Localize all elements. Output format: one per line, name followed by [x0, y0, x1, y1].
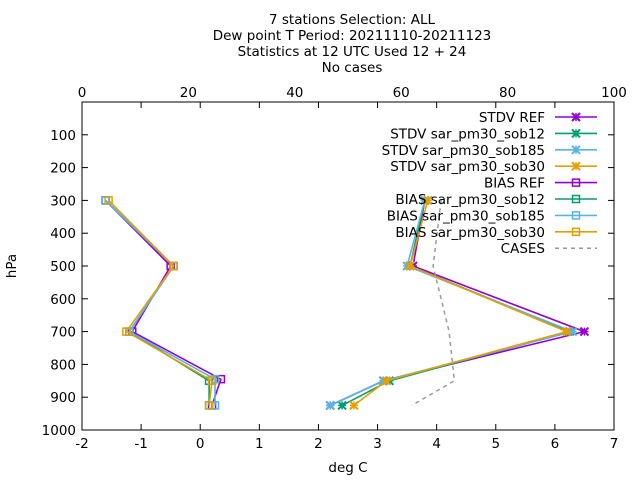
- data-point: [325, 400, 335, 411]
- data-point: [169, 261, 178, 271]
- series-layer: [101, 195, 590, 411]
- series-3: [349, 195, 572, 411]
- left-axis-ticks: 100 200 300 400 500 600 700 800 900 1000: [42, 128, 614, 439]
- chart-title-line-4: No cases: [322, 60, 383, 76]
- legend-label: BIAS sar_pm30_sob30: [395, 225, 545, 241]
- legend-label: CASES: [501, 241, 545, 257]
- x-tick-label: 4: [432, 436, 441, 452]
- y-tick-label: 400: [50, 226, 76, 242]
- plot-frame: [81, 101, 615, 431]
- y-tick-label: 300: [50, 193, 76, 209]
- data-point: [104, 196, 113, 205]
- x2-tick-label: 20: [180, 85, 197, 101]
- data-point: [423, 195, 433, 206]
- series-7: [104, 196, 217, 410]
- data-point: [122, 327, 131, 336]
- legend-marker: [571, 128, 581, 139]
- x2-tick-label: 0: [78, 85, 87, 101]
- legend-marker: [571, 112, 581, 122]
- data-point: [349, 400, 359, 411]
- y-tick-label: 200: [50, 161, 76, 177]
- data-point: [216, 374, 226, 384]
- x2-tick-label: 40: [286, 85, 303, 101]
- y-tick-label: 100: [50, 128, 76, 144]
- x-tick-label: 5: [491, 436, 500, 452]
- data-point: [381, 376, 392, 386]
- x-tick-label: 7: [610, 436, 619, 452]
- data-point: [405, 261, 415, 271]
- legend-marker: [571, 194, 581, 204]
- legend-label: STDV sar_pm30_sob12: [390, 126, 545, 142]
- data-point: [579, 326, 590, 337]
- x-tick-label: 2: [314, 436, 323, 452]
- legend-marker: [571, 161, 581, 171]
- top-axis-ticks: 0 20 40 60 80 100: [78, 85, 627, 101]
- legend-label: STDV sar_pm30_sob30: [390, 159, 545, 175]
- legend-label: STDV sar_pm30_sob185: [382, 143, 545, 159]
- legend-marker: [571, 145, 581, 155]
- chart-title-line-2: Dew point T Period: 20211110-20211123: [213, 28, 492, 44]
- legend-label: STDV REF: [479, 110, 545, 126]
- x2-tick-label: 80: [499, 85, 516, 101]
- data-point: [210, 401, 220, 410]
- legend-marker: [571, 211, 581, 220]
- y-tick-label: 1000: [42, 423, 76, 439]
- x2-tick-label: 100: [601, 85, 627, 101]
- chart-title-line-3: Statistics at 12 UTC Used 12 + 24: [238, 44, 467, 60]
- x-tick-label: 6: [551, 436, 560, 452]
- x-tick-label: -2: [75, 436, 88, 452]
- x-axis-label: deg C: [328, 460, 367, 476]
- data-point: [204, 401, 214, 410]
- data-point: [207, 376, 217, 386]
- x-tick-label: -1: [134, 436, 147, 452]
- y-axis-label: hPa: [4, 254, 20, 278]
- legend-label: BIAS sar_pm30_sob12: [395, 192, 545, 208]
- legend-marker: [571, 227, 581, 237]
- y-tick-label: 500: [50, 259, 76, 275]
- legend-marker: [571, 178, 581, 187]
- chart-title-line-1: 7 stations Selection: ALL: [269, 12, 435, 28]
- legend-label: BIAS sar_pm30_sob185: [387, 208, 545, 224]
- data-point: [337, 400, 347, 411]
- legend-label: BIAS REF: [484, 176, 545, 192]
- data-point: [562, 326, 572, 337]
- x-tick-label: 0: [196, 436, 205, 452]
- x2-tick-label: 60: [393, 85, 410, 101]
- y-tick-label: 800: [50, 357, 76, 373]
- y-tick-label: 900: [50, 390, 76, 406]
- series-line: [108, 199, 213, 406]
- x-tick-label: 1: [255, 436, 264, 452]
- y-tick-label: 700: [50, 325, 76, 341]
- y-tick-label: 600: [50, 292, 76, 308]
- x-tick-label: 3: [373, 436, 382, 452]
